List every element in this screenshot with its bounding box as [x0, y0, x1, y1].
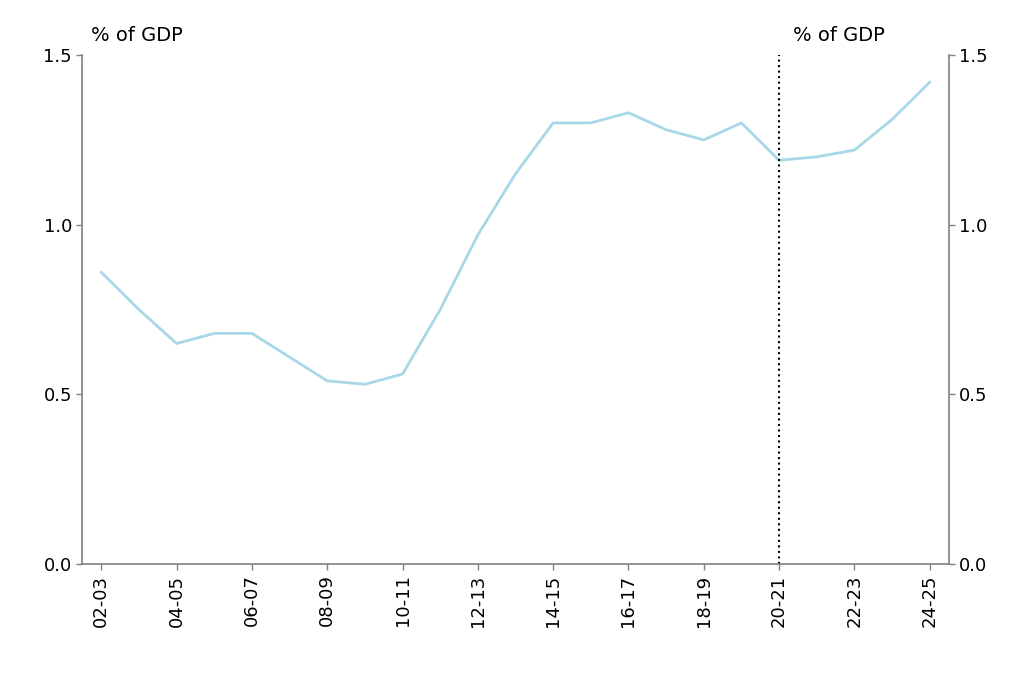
Text: % of GDP: % of GDP	[91, 26, 182, 45]
Text: % of GDP: % of GDP	[793, 26, 885, 45]
